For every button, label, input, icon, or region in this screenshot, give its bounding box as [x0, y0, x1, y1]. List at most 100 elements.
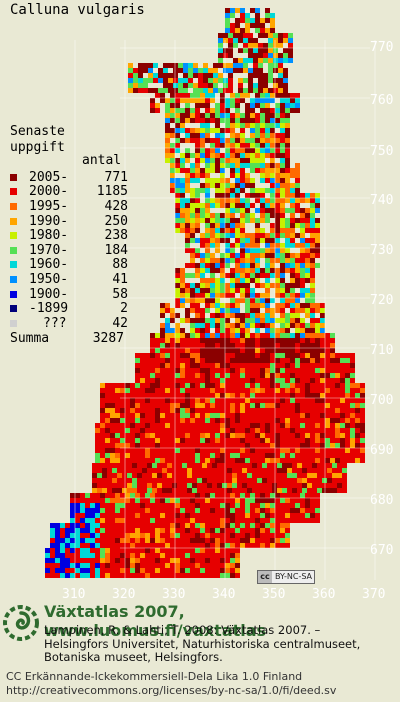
occurrence-cell	[205, 268, 210, 273]
occurrence-cell	[335, 388, 340, 393]
occurrence-cell	[232, 463, 237, 468]
occurrence-cell	[280, 333, 285, 338]
occurrence-cell	[250, 498, 255, 503]
occurrence-cell	[145, 368, 150, 373]
occurrence-cell	[345, 408, 350, 413]
site-link[interactable]: Växtatlas 2007, www.luomus.fi/vaxtatlas	[44, 602, 267, 640]
occurrence-cell	[190, 298, 195, 303]
occurrence-cell	[315, 398, 320, 403]
occurrence-cell	[100, 573, 105, 578]
occurrence-cell	[100, 518, 105, 523]
occurrence-cell	[280, 163, 285, 168]
occurrence-cell	[145, 538, 150, 543]
occurrence-cell	[330, 393, 335, 398]
occurrence-cell	[225, 18, 230, 23]
occurrence-cell	[280, 378, 285, 383]
occurrence-cell	[235, 108, 240, 113]
occurrence-cell	[312, 488, 317, 493]
occurrence-cell	[273, 33, 278, 38]
occurrence-cell	[277, 463, 282, 468]
occurrence-cell	[260, 283, 265, 288]
occurrence-cell	[180, 123, 185, 128]
citation: Lampinen, R. & Lahti, T. 2008: Växtatlas…	[44, 623, 360, 665]
occurrence-cell	[245, 403, 250, 408]
occurrence-cell	[275, 243, 280, 248]
occurrence-cell	[320, 458, 325, 463]
occurrence-cell	[230, 438, 235, 443]
occurrence-cell	[268, 33, 273, 38]
occurrence-cell	[255, 448, 260, 453]
occurrence-cell	[265, 313, 270, 318]
occurrence-cell	[312, 483, 317, 488]
occurrence-cell	[325, 428, 330, 433]
occurrence-cell	[190, 393, 195, 398]
occurrence-cell	[260, 348, 265, 353]
occurrence-cell	[85, 553, 90, 558]
occurrence-cell	[275, 93, 280, 98]
occurrence-cell	[270, 398, 275, 403]
occurrence-cell	[253, 48, 258, 53]
occurrence-cell	[260, 343, 265, 348]
occurrence-cell	[170, 333, 175, 338]
occurrence-cell	[235, 338, 240, 343]
occurrence-cell	[170, 498, 175, 503]
occurrence-cell	[75, 558, 80, 563]
occurrence-cell	[340, 363, 345, 368]
occurrence-cell	[205, 198, 210, 203]
occurrence-cell	[240, 213, 245, 218]
occurrence-cell	[158, 78, 163, 83]
occurrence-cell	[85, 518, 90, 523]
occurrence-cell	[110, 388, 115, 393]
occurrence-cell	[165, 383, 170, 388]
occurrence-cell	[180, 318, 185, 323]
occurrence-cell	[200, 93, 205, 98]
occurrence-cell	[140, 443, 145, 448]
occurrence-cell	[360, 398, 365, 403]
occurrence-cell	[292, 483, 297, 488]
occurrence-cell	[225, 283, 230, 288]
occurrence-cell	[273, 48, 278, 53]
occurrence-cell	[190, 283, 195, 288]
occurrence-cell	[200, 288, 205, 293]
occurrence-cell	[258, 58, 263, 63]
occurrence-cell	[200, 393, 205, 398]
occurrence-cell	[300, 418, 305, 423]
occurrence-cell	[100, 513, 105, 518]
occurrence-cell	[100, 433, 105, 438]
cc-license-badge[interactable]: cc BY-NC-SA	[257, 570, 315, 584]
occurrence-cell	[265, 513, 270, 518]
license-link[interactable]: http://creativecommons.org/licenses/by-n…	[6, 684, 337, 697]
occurrence-cell	[260, 498, 265, 503]
occurrence-cell	[290, 98, 295, 103]
occurrence-cell	[215, 493, 220, 498]
occurrence-cell	[172, 463, 177, 468]
occurrence-cell	[310, 253, 315, 258]
occurrence-cell	[205, 508, 210, 513]
occurrence-cell	[225, 303, 230, 308]
occurrence-cell	[278, 63, 283, 68]
occurrence-cell	[175, 523, 180, 528]
occurrence-cell	[220, 533, 225, 538]
occurrence-cell	[245, 443, 250, 448]
occurrence-cell	[250, 233, 255, 238]
occurrence-cell	[275, 153, 280, 158]
occurrence-cell	[290, 168, 295, 173]
occurrence-cell	[120, 568, 125, 573]
legend-swatch	[10, 261, 17, 269]
occurrence-cell	[245, 263, 250, 268]
occurrence-cell	[185, 438, 190, 443]
occurrence-cell	[135, 413, 140, 418]
occurrence-cell	[170, 423, 175, 428]
occurrence-cell	[335, 433, 340, 438]
occurrence-cell	[85, 528, 90, 533]
occurrence-cell	[240, 128, 245, 133]
occurrence-cell	[335, 428, 340, 433]
occurrence-cell	[250, 118, 255, 123]
occurrence-cell	[185, 178, 190, 183]
occurrence-cell	[260, 353, 265, 358]
occurrence-cell	[285, 168, 290, 173]
occurrence-cell	[257, 478, 262, 483]
occurrence-cell	[270, 13, 275, 18]
occurrence-cell	[275, 398, 280, 403]
occurrence-cell	[235, 353, 240, 358]
